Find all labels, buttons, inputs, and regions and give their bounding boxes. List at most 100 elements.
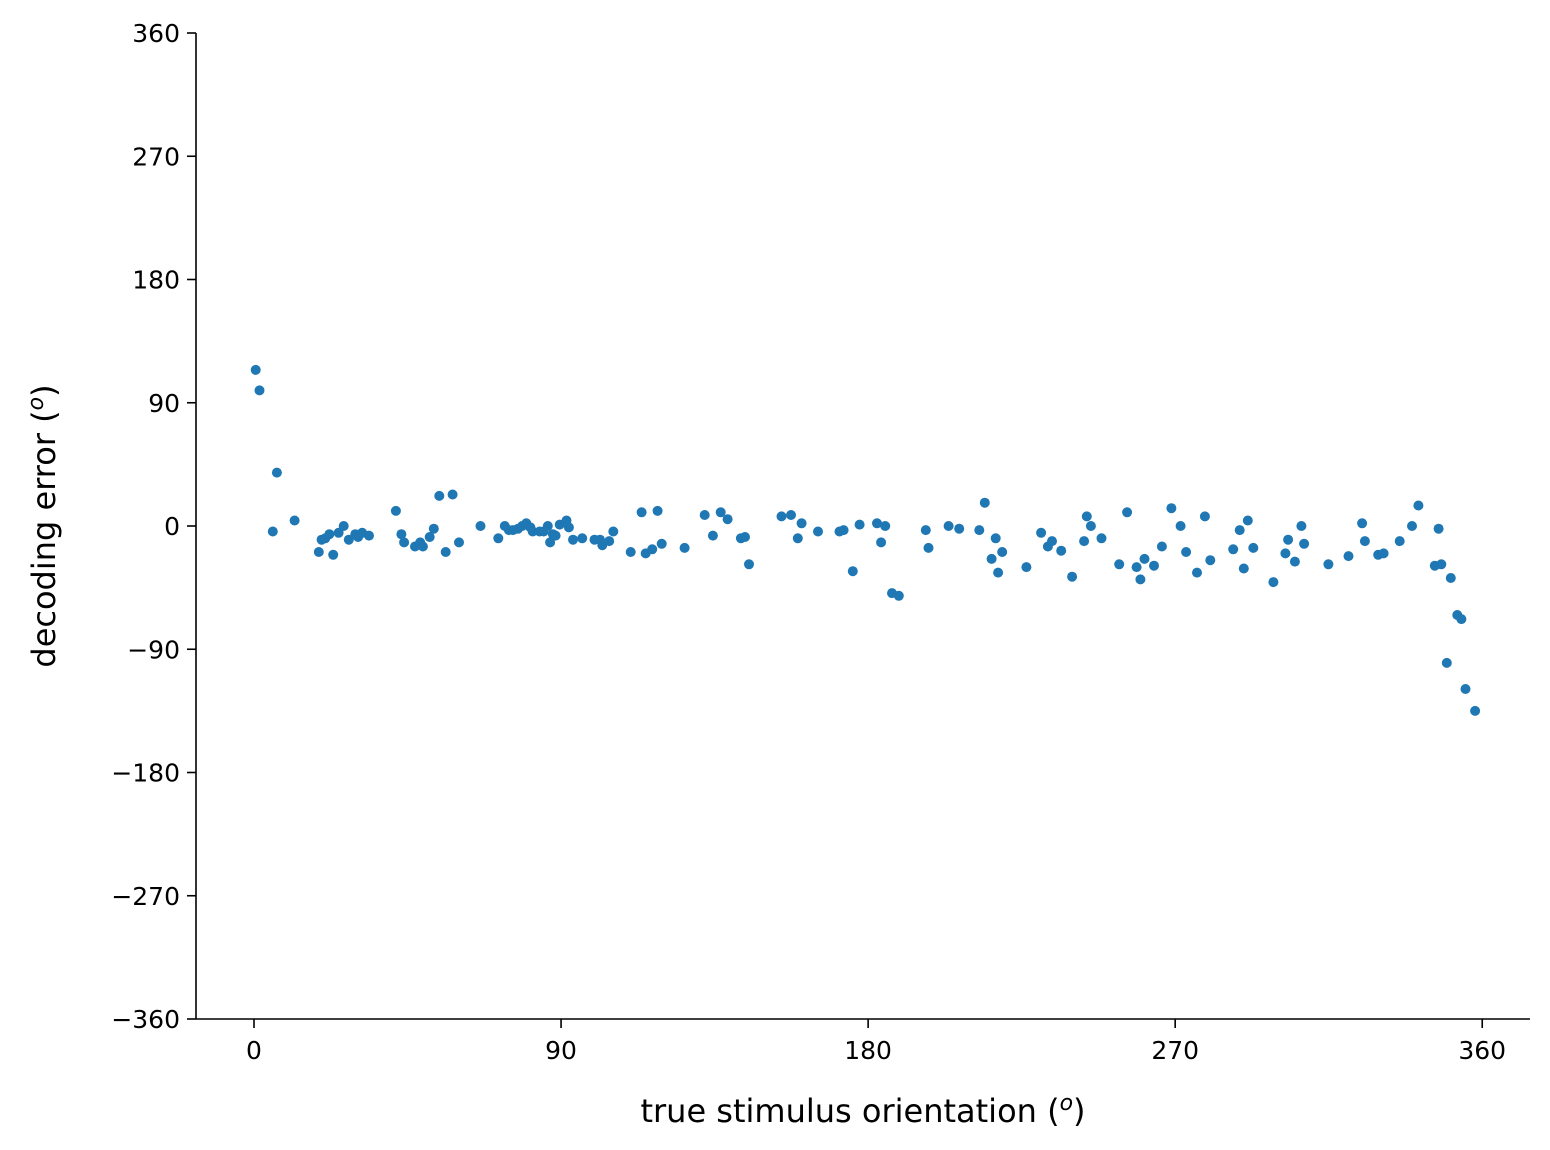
data-point	[796, 518, 807, 529]
data-point	[1433, 523, 1444, 534]
data-point	[1135, 574, 1146, 585]
y-axis-title-end: )	[25, 384, 63, 396]
data-point	[1166, 503, 1177, 514]
data-point	[1181, 547, 1192, 557]
x-axis-title-sup: o	[1060, 1091, 1073, 1116]
data-point	[1156, 541, 1167, 552]
data-point	[1357, 518, 1368, 529]
y-ticks: −360 −270 −180 −90 0 90 180 270 360	[111, 19, 196, 1034]
data-point	[893, 590, 904, 601]
data-point	[396, 529, 407, 540]
data-point	[563, 522, 574, 533]
data-point	[577, 533, 588, 544]
data-point	[545, 537, 556, 548]
x-axis-title: true stimulus orientation (o)	[640, 1091, 1085, 1130]
data-point	[744, 559, 754, 570]
data-point	[1081, 511, 1092, 522]
data-point	[1056, 545, 1067, 556]
data-point	[1296, 521, 1307, 531]
data-point	[434, 490, 445, 501]
x-axis-title-main: true stimulus orientation (	[640, 1092, 1059, 1130]
x-tick-label: 360	[1458, 1036, 1506, 1065]
data-point	[699, 510, 710, 520]
data-point	[250, 364, 261, 375]
data-point	[1036, 527, 1047, 538]
data-point	[1436, 559, 1447, 570]
data-point	[454, 537, 464, 548]
data-point	[608, 526, 619, 537]
data-point	[943, 521, 954, 531]
data-point	[1085, 521, 1096, 531]
data-point	[974, 525, 985, 536]
data-point	[542, 521, 553, 531]
y-tick-label: 90	[148, 389, 180, 418]
data-point	[1456, 614, 1467, 625]
data-point	[625, 547, 636, 557]
y-tick-label: −270	[111, 882, 180, 911]
data-point	[1394, 536, 1405, 547]
data-point	[1445, 573, 1456, 583]
data-point	[792, 533, 803, 544]
data-point	[1238, 563, 1249, 574]
x-tick-label: 270	[1151, 1036, 1199, 1065]
data-point	[254, 385, 265, 396]
data-point	[447, 489, 458, 500]
data-point	[1470, 705, 1481, 716]
data-point	[854, 519, 865, 530]
data-point	[493, 533, 504, 544]
y-tick-label: 0	[164, 512, 180, 541]
data-point	[652, 505, 663, 516]
data-point	[1205, 555, 1216, 566]
data-point	[656, 538, 667, 549]
x-tick-label: 0	[246, 1036, 262, 1065]
data-point	[1242, 515, 1253, 526]
data-point	[1067, 571, 1078, 582]
data-point	[993, 567, 1004, 578]
data-point	[1199, 511, 1210, 522]
data-point	[1175, 521, 1186, 531]
data-point	[997, 547, 1008, 557]
data-point	[1441, 657, 1452, 668]
data-point	[1289, 556, 1300, 567]
data-point	[604, 536, 615, 547]
data-point	[740, 532, 750, 542]
data-point	[1299, 538, 1310, 549]
y-tick-label: 360	[132, 19, 180, 48]
data-point	[333, 527, 344, 538]
data-point	[475, 521, 486, 531]
data-point	[1268, 577, 1279, 588]
data-point	[880, 521, 891, 531]
data-point	[847, 566, 858, 577]
data-point	[289, 515, 300, 526]
data-point	[338, 521, 349, 531]
data-point	[876, 537, 887, 548]
data-point	[1131, 562, 1142, 573]
data-point	[990, 533, 1001, 544]
data-point	[813, 526, 823, 537]
y-tick-label: −360	[111, 1005, 180, 1034]
data-point	[715, 507, 726, 518]
data-point	[440, 547, 451, 557]
data-point	[1407, 521, 1417, 531]
data-point	[1114, 559, 1125, 570]
data-point	[328, 549, 339, 560]
data-point	[1122, 507, 1133, 518]
data-point	[399, 537, 410, 548]
data-point	[954, 523, 965, 534]
x-tick-label: 90	[545, 1036, 577, 1065]
data-point	[1378, 548, 1389, 559]
data-point	[1096, 533, 1107, 544]
data-point	[1047, 536, 1057, 547]
data-point	[707, 530, 718, 541]
data-point	[1283, 534, 1294, 545]
data-point	[838, 525, 849, 536]
data-point	[979, 497, 990, 508]
data-point	[1359, 536, 1370, 547]
data-point	[428, 523, 439, 534]
x-tick-label: 180	[844, 1036, 892, 1065]
points-layer	[250, 364, 1481, 716]
data-point	[786, 510, 796, 520]
y-tick-label: 180	[132, 266, 180, 295]
data-point	[1413, 500, 1424, 511]
